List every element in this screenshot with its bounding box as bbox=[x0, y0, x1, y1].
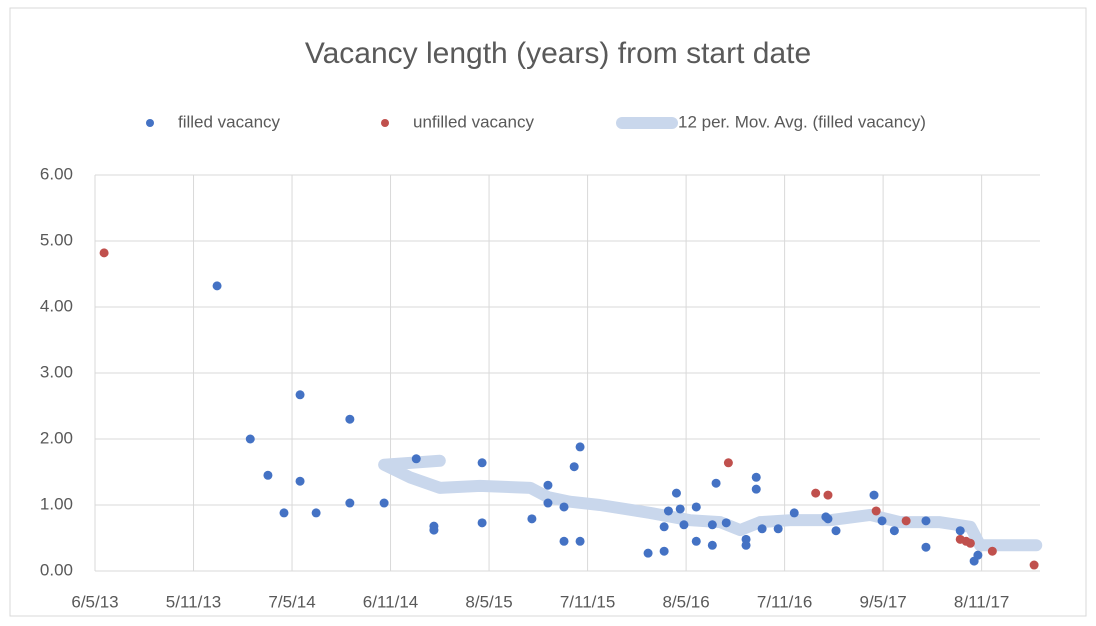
chart-title: Vacancy length (years) from start date bbox=[305, 37, 811, 70]
point bbox=[659, 546, 669, 556]
x-tick-label: 7/11/15 bbox=[560, 592, 615, 611]
point bbox=[757, 524, 767, 534]
point bbox=[679, 520, 689, 530]
point bbox=[921, 516, 931, 526]
chart-frame bbox=[9, 7, 1087, 617]
point bbox=[245, 434, 255, 444]
point bbox=[477, 518, 487, 528]
moving-average bbox=[378, 454, 1043, 552]
point bbox=[773, 524, 783, 534]
point bbox=[901, 516, 911, 526]
y-tick-label: 3.00 bbox=[40, 362, 73, 381]
point bbox=[871, 506, 881, 516]
point bbox=[965, 538, 975, 548]
point bbox=[429, 525, 439, 535]
x-tick-label: 9/5/17 bbox=[859, 592, 906, 611]
point bbox=[559, 502, 569, 512]
y-tick-label: 0.00 bbox=[40, 560, 73, 579]
point bbox=[711, 478, 721, 488]
point bbox=[411, 454, 421, 464]
point bbox=[955, 526, 965, 536]
point bbox=[663, 506, 673, 516]
point bbox=[751, 484, 761, 494]
x-tick-label: 7/5/14 bbox=[268, 592, 315, 611]
point bbox=[345, 414, 355, 424]
x-tick-label: 8/5/15 bbox=[465, 592, 512, 611]
point bbox=[831, 526, 841, 536]
point bbox=[921, 542, 931, 552]
point bbox=[707, 520, 717, 530]
x-tick-label: 8/5/16 bbox=[662, 592, 709, 611]
y-tick-label: 2.00 bbox=[40, 428, 73, 447]
point bbox=[675, 504, 685, 514]
point bbox=[671, 488, 681, 498]
point bbox=[295, 476, 305, 486]
point bbox=[477, 458, 487, 468]
x-tick-label: 5/11/13 bbox=[166, 592, 221, 611]
point bbox=[869, 490, 879, 500]
point bbox=[889, 526, 899, 536]
point bbox=[212, 281, 222, 291]
point bbox=[659, 522, 669, 532]
x-tick-label: 7/11/16 bbox=[757, 592, 812, 611]
point bbox=[973, 550, 983, 560]
point bbox=[643, 548, 653, 558]
point bbox=[311, 508, 321, 518]
legend-label: unfilled vacancy bbox=[413, 112, 534, 131]
point bbox=[823, 490, 833, 500]
point bbox=[751, 472, 761, 482]
point bbox=[707, 540, 717, 550]
x-tick-label: 8/11/17 bbox=[954, 592, 1009, 611]
point bbox=[789, 508, 799, 518]
point bbox=[263, 470, 273, 480]
point bbox=[559, 536, 569, 546]
point bbox=[987, 546, 997, 556]
point bbox=[723, 458, 733, 468]
point bbox=[345, 498, 355, 508]
y-tick-label: 4.00 bbox=[40, 296, 73, 315]
legend-swatch bbox=[146, 119, 154, 127]
legend-label: filled vacancy bbox=[178, 112, 281, 131]
point bbox=[877, 516, 887, 526]
point bbox=[691, 502, 701, 512]
point bbox=[575, 536, 585, 546]
legend-label: 12 per. Mov. Avg. (filled vacancy) bbox=[678, 112, 926, 131]
x-tick-label: 6/11/14 bbox=[363, 592, 418, 611]
point bbox=[543, 498, 553, 508]
y-tick-label: 1.00 bbox=[40, 494, 73, 513]
point bbox=[295, 390, 305, 400]
point bbox=[543, 480, 553, 490]
point bbox=[575, 442, 585, 452]
point bbox=[1029, 560, 1039, 570]
y-tick-label: 6.00 bbox=[40, 164, 73, 183]
legend-swatch bbox=[381, 119, 389, 127]
point bbox=[741, 540, 751, 550]
point bbox=[379, 498, 389, 508]
point bbox=[721, 518, 731, 528]
x-tick-label: 6/5/13 bbox=[71, 592, 118, 611]
point bbox=[569, 462, 579, 472]
point bbox=[691, 536, 701, 546]
point bbox=[527, 514, 537, 524]
point bbox=[99, 248, 109, 258]
point bbox=[811, 488, 821, 498]
y-tick-label: 5.00 bbox=[40, 230, 73, 249]
point bbox=[823, 514, 833, 524]
point bbox=[279, 508, 289, 518]
